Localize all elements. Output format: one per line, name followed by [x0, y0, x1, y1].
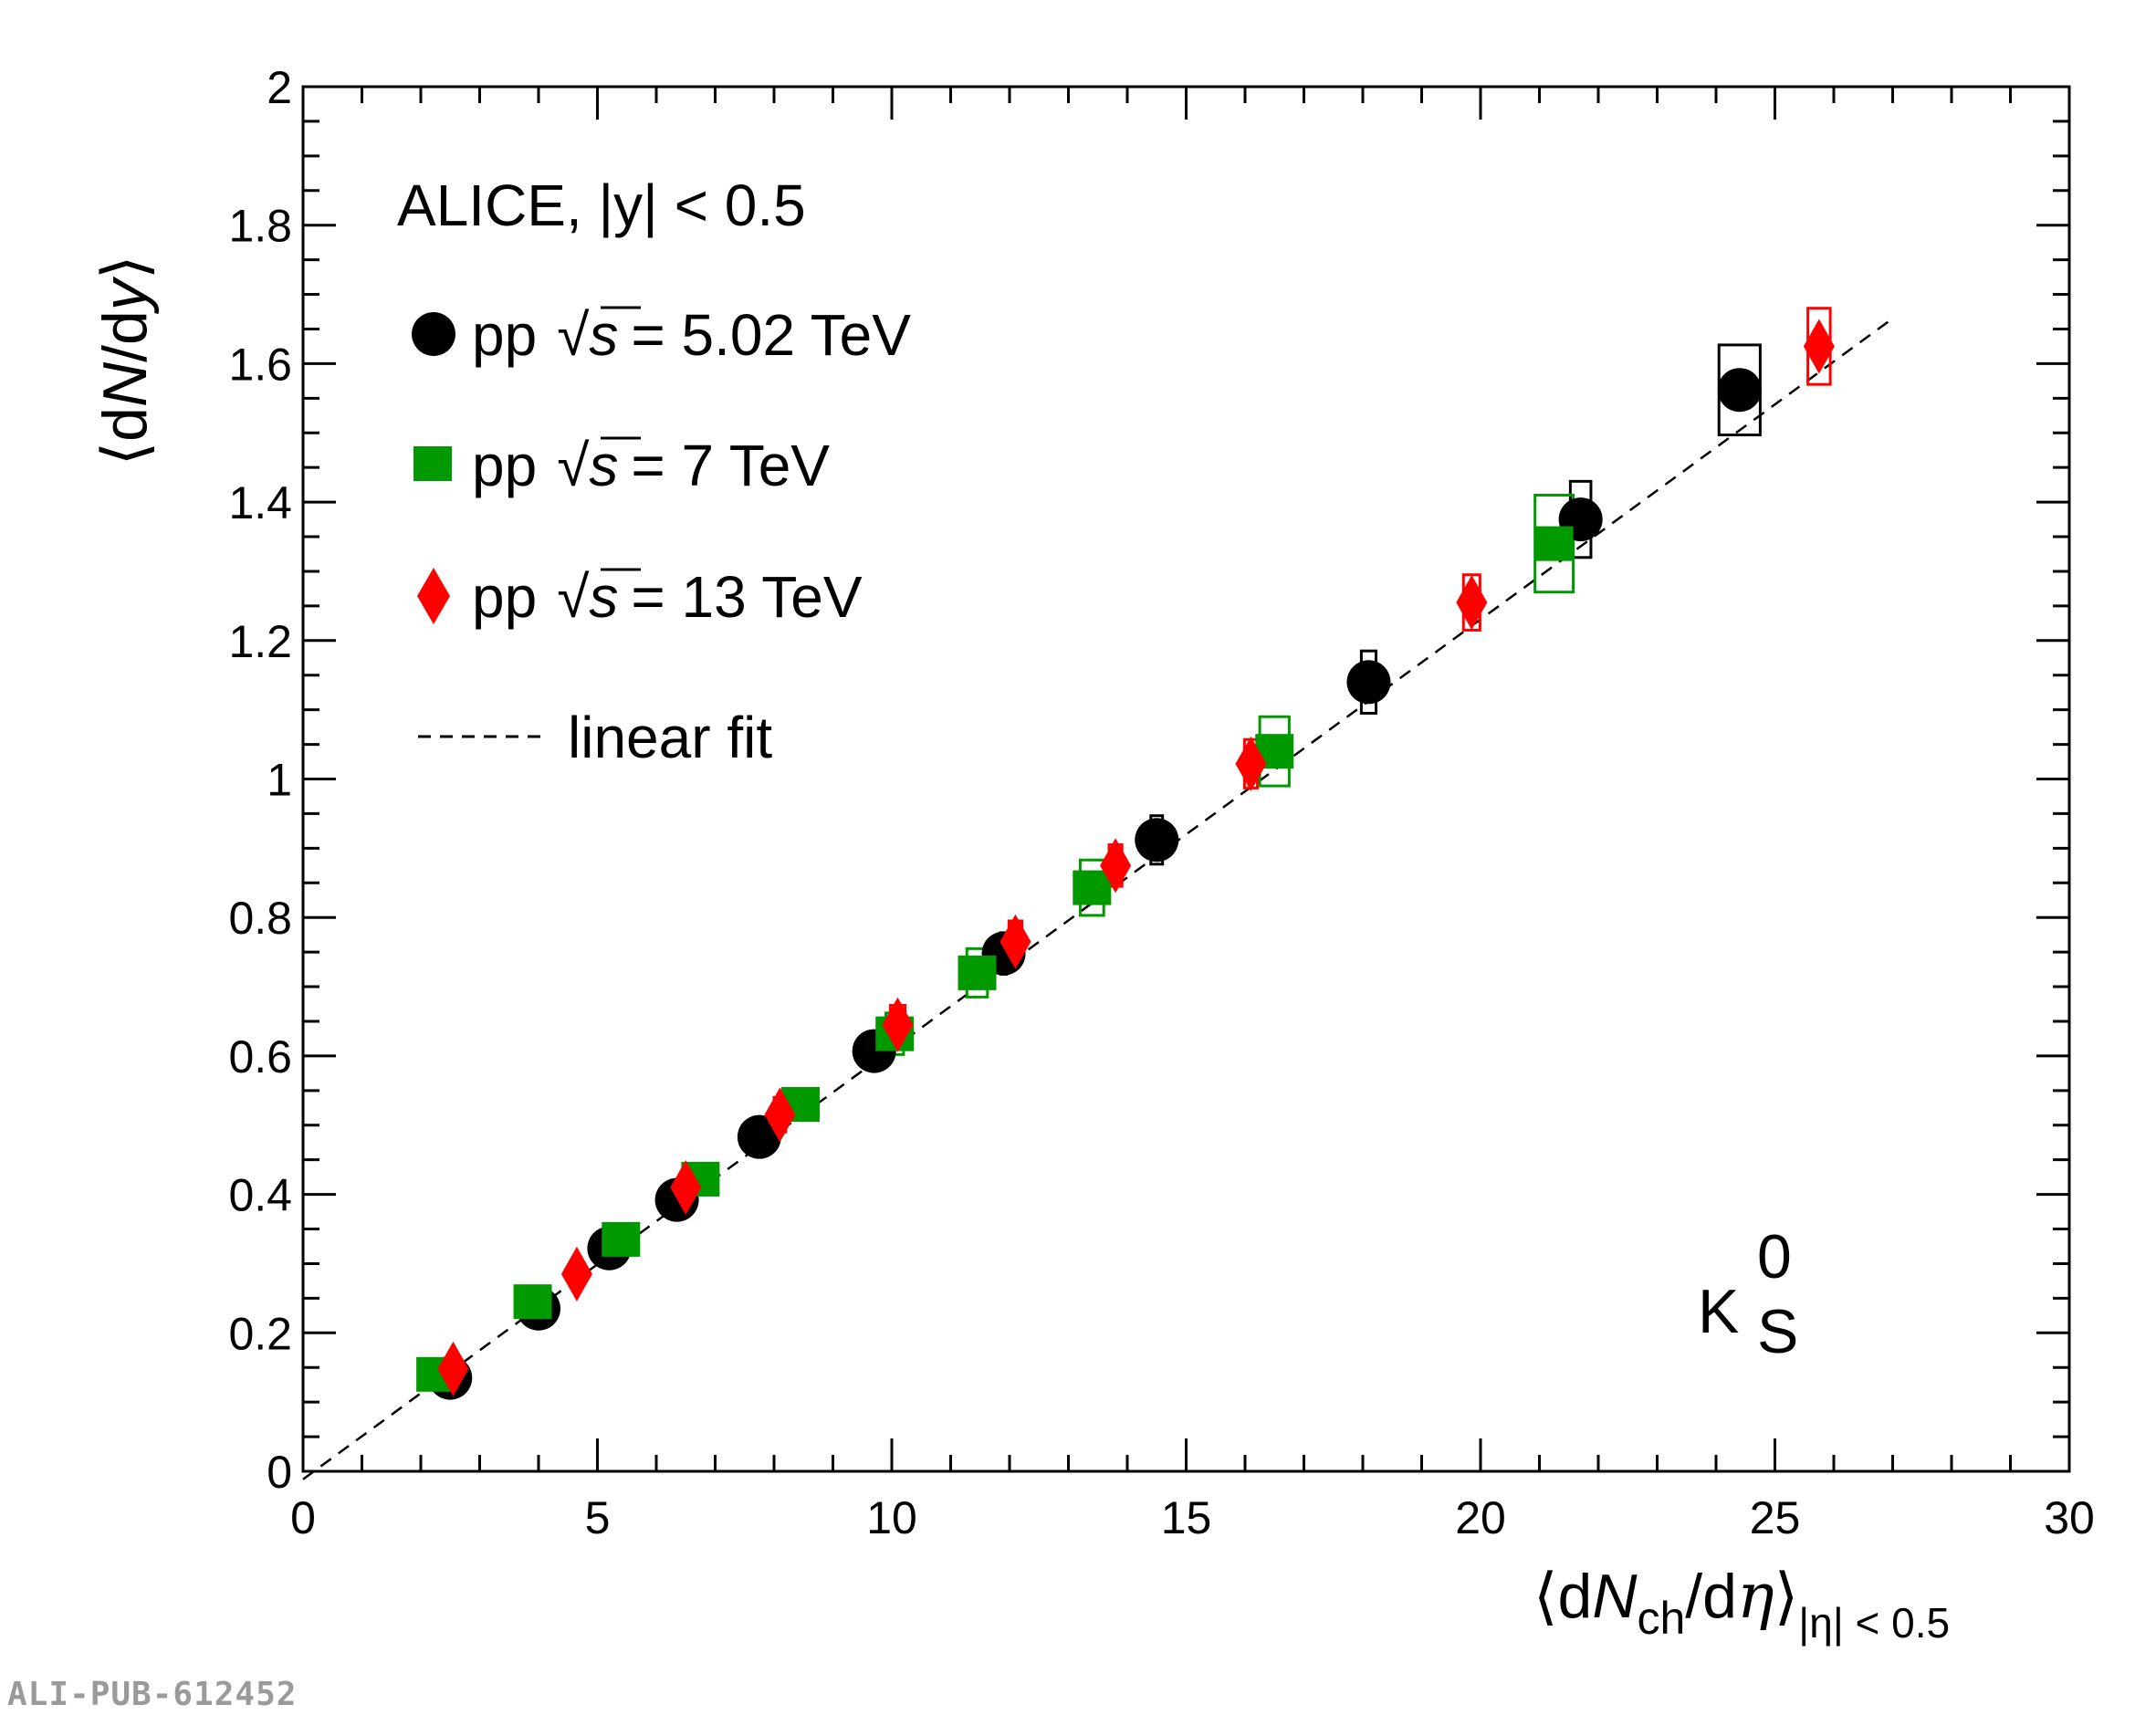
x-tick-label: 10 [866, 1492, 917, 1543]
legend-s: s [589, 433, 618, 498]
x-title-sub: ch [1637, 1593, 1685, 1644]
legend-sqrt: √ [557, 433, 590, 498]
legend-circle-marker [412, 312, 455, 356]
x-title-eta: η [1737, 1561, 1774, 1633]
x-axis-title: ⟨dNch/dη⟩|η| < 0.5 [1533, 1561, 1950, 1647]
point-circle [1135, 818, 1179, 863]
x-tick-label: 5 [585, 1492, 611, 1543]
legend-header: ALICE, |y| < 0.5 [397, 173, 806, 238]
legend-diamond-marker [417, 568, 450, 624]
point-diamond [1803, 319, 1835, 374]
x-tick-label: 15 [1161, 1492, 1212, 1543]
point-diamond [1100, 838, 1132, 894]
x-title-N: N [1592, 1562, 1638, 1631]
y-tick-label: 1.8 [228, 201, 292, 252]
legend-entry-fit: linear fit [418, 705, 772, 770]
legend-energy: = 7 TeV [631, 433, 830, 498]
legend-entry-7tev: pp √s = 7 TeV [413, 433, 830, 498]
point-square [1534, 526, 1574, 561]
x-title-close: ⟩ [1774, 1562, 1799, 1631]
x-title-mid: /d [1685, 1562, 1737, 1631]
y-title-N: N [90, 361, 160, 407]
legend-pp: pp [472, 302, 537, 368]
legend-label-fit: linear fit [568, 705, 772, 770]
data-markers [416, 319, 1835, 1400]
point-diamond [560, 1246, 592, 1302]
particle-label: K 0 S [1698, 1222, 1798, 1366]
y-title-y: y [90, 276, 160, 314]
y-title-prefix: ⟨d [90, 407, 160, 465]
axis-ticks [301, 85, 2071, 1473]
x-tick-label: 20 [1455, 1492, 1506, 1543]
legend-energy: = 5.02 TeV [631, 302, 911, 368]
point-circle [1717, 368, 1762, 413]
y-tick-label: 0.8 [228, 893, 292, 944]
y-axis-title: ⟨dN/dy⟩ [90, 256, 160, 466]
legend-square-marker [413, 446, 452, 481]
point-diamond [764, 1087, 796, 1143]
y-tick-label: 0 [267, 1447, 292, 1498]
y-tick-label: 0.6 [228, 1031, 292, 1082]
particle-base: K [1698, 1277, 1739, 1346]
point-square [1073, 870, 1112, 905]
point-circle [737, 1114, 781, 1159]
y-tick-label: 1 [267, 755, 292, 806]
particle-sub: S [1757, 1297, 1798, 1366]
point-diamond [1000, 914, 1031, 969]
x-tick-labels: 0 5 10 15 20 25 30 [290, 1492, 2095, 1543]
point-diamond [1235, 736, 1267, 791]
point-square [602, 1221, 641, 1257]
x-title-prefix: ⟨d [1533, 1562, 1592, 1631]
legend-s: s [589, 564, 618, 630]
legend-entry-5tev: pp √s = 5.02 TeV [412, 302, 911, 368]
point-diamond [670, 1160, 702, 1216]
point-diamond [1456, 575, 1488, 631]
y-tick-label: 2 [267, 62, 292, 113]
legend-label-7tev: pp √s = 7 TeV [472, 433, 830, 498]
legend-pp: pp [472, 433, 537, 498]
legend-label-5tev: pp √s = 5.02 TeV [472, 302, 911, 368]
legend-sqrt: √ [557, 564, 590, 630]
y-tick-label: 1.2 [228, 616, 292, 667]
legend-label-13tev: pp √s = 13 TeV [472, 564, 863, 630]
y-tick-labels: 0 0.2 0.4 0.6 0.8 1 1.2 1.4 1.6 1.8 2 [228, 62, 292, 1498]
watermark-label: ALI-PUB-612452 [7, 1676, 298, 1713]
y-title-mid: /d [90, 310, 160, 362]
y-title-close: ⟩ [90, 256, 160, 280]
x-tick-label: 25 [1750, 1492, 1801, 1543]
legend-sqrt: √ [557, 302, 590, 368]
x-title-range: |η| < 0.5 [1798, 1599, 1950, 1647]
x-tick-label: 30 [2044, 1492, 2095, 1543]
point-diamond [437, 1341, 469, 1396]
point-square [958, 955, 997, 990]
x-tick-label: 0 [290, 1492, 316, 1543]
legend: ALICE, |y| < 0.5 pp √s = 5.02 TeV pp √s = 7 … [397, 173, 911, 770]
legend-entry-13tev: pp √s = 13 TeV [417, 564, 863, 630]
point-diamond [882, 997, 914, 1052]
y-tick-label: 1.6 [228, 339, 292, 390]
legend-s: s [589, 302, 618, 368]
y-tick-label: 0.4 [228, 1170, 292, 1221]
point-square [513, 1284, 552, 1320]
y-tick-label: 1.4 [228, 477, 292, 528]
point-circle [1346, 660, 1391, 705]
y-tick-label: 0.2 [228, 1308, 292, 1359]
legend-energy: = 13 TeV [631, 564, 863, 630]
particle-sup: 0 [1757, 1222, 1792, 1291]
legend-pp: pp [472, 564, 537, 630]
